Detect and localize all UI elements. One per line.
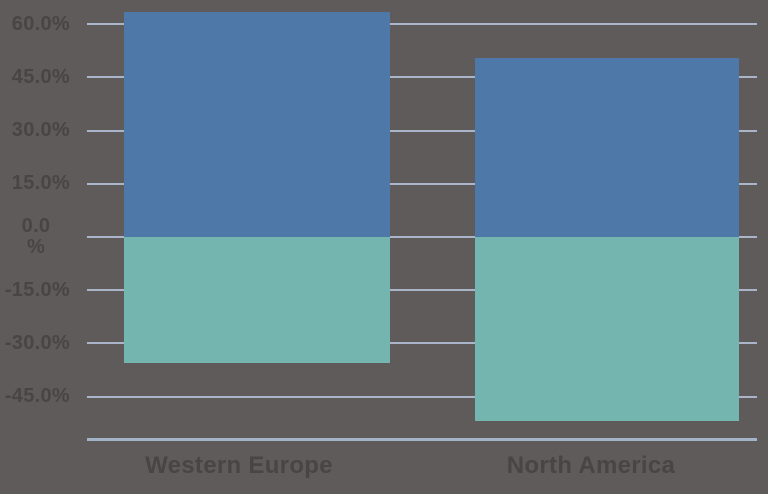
bar-negative-segment	[124, 237, 390, 363]
gridline	[87, 395, 757, 398]
bar-positive-segment	[124, 11, 390, 237]
gridline	[87, 289, 757, 292]
gridline	[87, 236, 757, 238]
x-axis-line	[87, 438, 757, 441]
gridline	[87, 76, 757, 79]
bar-negative-segment	[475, 237, 739, 422]
y-axis-tick-label: -15.0%	[4, 279, 70, 301]
y-axis-tick-label: 60.0%	[11, 13, 70, 35]
gridline	[87, 129, 757, 132]
y-axis-tick-label: 0.0 %	[21, 215, 51, 258]
y-axis-tick-label: 45.0%	[11, 66, 70, 88]
y-axis-tick-label: -30.0%	[4, 332, 70, 354]
gridline	[87, 23, 757, 26]
x-axis-category-label: Western Europe	[145, 452, 333, 479]
x-axis-category-label: North America	[506, 452, 676, 479]
y-axis-tick-label: 15.0%	[11, 172, 70, 194]
bar-positive-segment	[475, 57, 739, 237]
y-axis-tick-label: 30.0%	[11, 119, 70, 141]
gridline	[87, 182, 757, 185]
y-axis-tick-label: -45.0%	[4, 385, 70, 407]
gridline	[87, 342, 757, 345]
